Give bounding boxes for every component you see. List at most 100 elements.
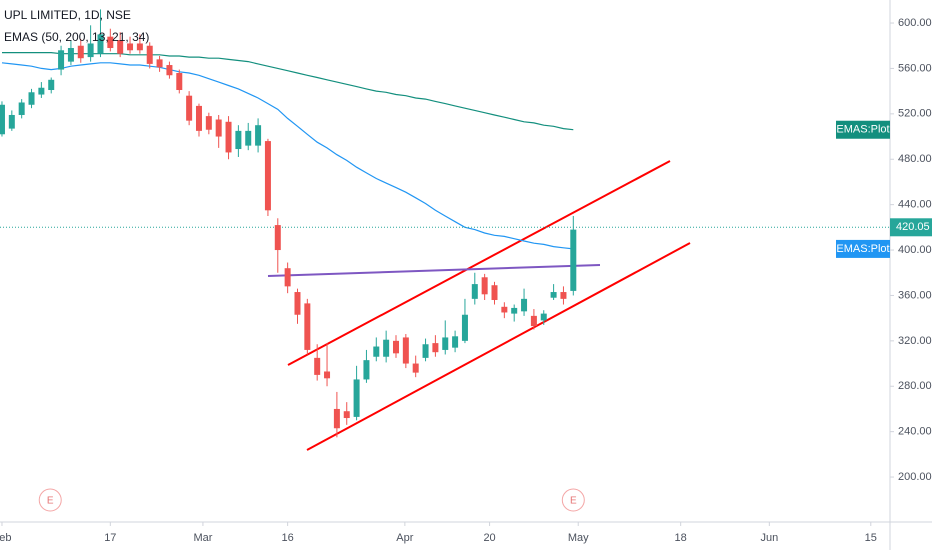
y-tick-label: 480.00 [898, 153, 932, 165]
x-tick-label: 18 [675, 532, 687, 544]
last-price-label: 420.05 [896, 221, 930, 233]
candle-body [353, 379, 360, 417]
candle-body [195, 105, 202, 131]
y-tick-label: 320.00 [898, 335, 932, 347]
candle-body [107, 36, 114, 49]
y-tick-label: 240.00 [898, 426, 932, 438]
candle-body [461, 314, 468, 341]
candle-body [235, 130, 242, 150]
candle-body [422, 344, 429, 358]
candle-body [432, 343, 439, 353]
candle-body [97, 34, 104, 54]
x-tick-label: May [568, 532, 589, 544]
candle-body [314, 357, 321, 375]
candle-body [511, 307, 518, 314]
indicator-legend: EMAS (50, 200, 13, 21, 34) [4, 30, 149, 44]
earnings-marker [38, 488, 62, 512]
candle-body [304, 303, 311, 350]
candle-body [412, 363, 419, 373]
candle-body [540, 313, 547, 321]
candle-body [333, 408, 340, 429]
candle-body [324, 371, 331, 379]
x-tick-label: 17 [104, 532, 116, 544]
candle-body [28, 92, 35, 105]
series-tag [836, 239, 890, 258]
y-tick-label: 400.00 [898, 244, 932, 256]
candle-body [117, 40, 124, 54]
candle-body [481, 277, 488, 295]
series-tag [836, 120, 890, 139]
candle-body [38, 87, 45, 95]
candle-body [136, 43, 143, 51]
x-tick-label: Mar [193, 532, 212, 544]
candle-body [442, 337, 449, 350]
candle-body [156, 59, 163, 68]
y-tick-label: 280.00 [898, 380, 932, 392]
trend-line [267, 264, 601, 277]
candle-body [215, 119, 222, 137]
candle-body [501, 306, 508, 313]
candle-body [274, 225, 281, 251]
y-tick-label: 520.00 [898, 108, 932, 120]
candle-body [373, 346, 380, 357]
candle-body [146, 45, 153, 64]
series-tag-label: EMAS:Plot [836, 124, 889, 136]
candle-body [205, 116, 212, 130]
x-tick-label: 20 [483, 532, 495, 544]
candle-body [521, 298, 528, 312]
candle-body [491, 285, 498, 300]
y-tick-label: 440.00 [898, 199, 932, 211]
candle-body [245, 130, 252, 146]
candle-body [452, 336, 459, 348]
x-tick-label: Apr [396, 532, 413, 544]
x-tick-label: Feb [0, 532, 11, 544]
x-tick-label: Jun [760, 532, 778, 544]
series-tag-label: EMAS:Plot [836, 243, 889, 255]
candle-body [343, 411, 350, 419]
candle-body [87, 43, 94, 58]
candle-body [550, 292, 557, 298]
y-tick-label: 360.00 [898, 289, 932, 301]
last-price-tag [890, 218, 932, 237]
candle-body [176, 72, 183, 91]
earnings-label: E [570, 496, 577, 507]
candle-body [48, 79, 55, 91]
candle-body [402, 337, 409, 364]
y-tick-label: 560.00 [898, 62, 932, 74]
x-tick-label: 16 [282, 532, 294, 544]
candle-body [294, 292, 301, 315]
ema-line [2, 52, 574, 131]
candle-body [225, 121, 232, 153]
y-tick-label: 200.00 [898, 471, 932, 483]
ema-line [1, 62, 574, 250]
earnings-marker [561, 488, 585, 512]
channel-lower [306, 242, 691, 451]
candle-body [383, 339, 390, 357]
y-tick-label: 600.00 [898, 17, 932, 29]
candle-body [77, 45, 84, 59]
candle-body [363, 360, 370, 380]
candle-body [0, 104, 5, 135]
x-tick-label: 15 [865, 532, 877, 544]
candle-body [530, 315, 537, 327]
candle-body [186, 95, 193, 121]
candle-body [67, 48, 74, 62]
chart-title: UPL LIMITED, 1D, NSE [4, 8, 131, 22]
candle-body [284, 268, 291, 287]
candle-body [18, 102, 25, 115]
candle-body [255, 125, 262, 146]
candle-body [560, 292, 567, 299]
candle-body [127, 43, 134, 51]
candle-body [166, 65, 173, 76]
candle-body [58, 50, 65, 70]
channel-upper [287, 160, 671, 366]
candle-body [392, 340, 399, 354]
candle-body [264, 141, 271, 211]
earnings-label: E [47, 496, 54, 507]
candle-body [8, 114, 15, 129]
